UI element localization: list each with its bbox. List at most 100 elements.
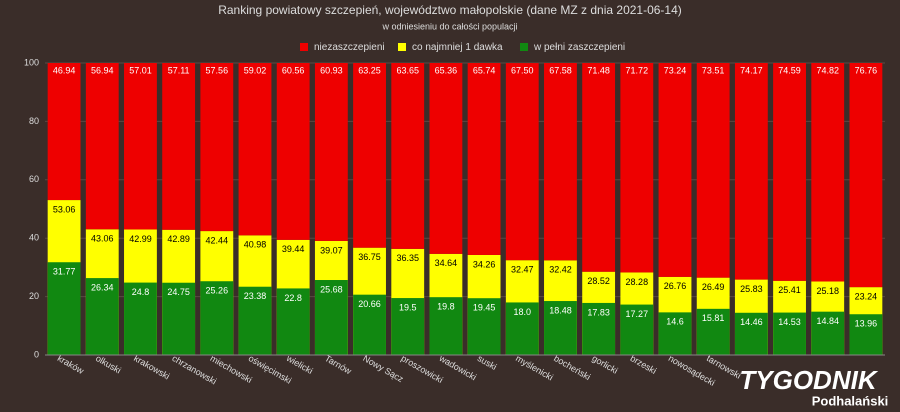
y-tick-label: 0	[34, 349, 39, 359]
bar-segment	[849, 314, 883, 355]
bar-segment	[658, 312, 692, 355]
data-label: 15.81	[702, 313, 725, 323]
data-label: 42.44	[206, 235, 229, 245]
bar-segment	[773, 312, 806, 355]
bar-segment	[505, 63, 539, 261]
bar-segment	[620, 63, 654, 273]
data-label: 39.07	[320, 245, 343, 255]
data-label: 42.89	[167, 234, 190, 244]
bar-segment	[734, 312, 768, 355]
data-label: 25.18	[816, 286, 839, 296]
bar-segment	[391, 63, 425, 249]
data-label: 23.24	[855, 292, 878, 302]
data-label: 36.35	[396, 253, 419, 263]
data-label: 20.66	[358, 299, 381, 309]
legend-swatch	[398, 43, 406, 51]
data-label: 28.28	[626, 277, 649, 287]
bar-segment	[162, 63, 196, 230]
data-label: 26.34	[91, 282, 114, 292]
data-label: 25.41	[778, 285, 801, 295]
data-label: 60.93	[320, 65, 343, 75]
watermark: Podhalański	[812, 393, 889, 408]
data-label: 67.58	[549, 65, 572, 75]
data-label: 25.26	[206, 286, 229, 296]
data-label: 13.96	[855, 319, 878, 329]
data-label: 19.45	[473, 303, 496, 313]
data-label: 57.56	[206, 65, 229, 75]
y-tick-label: 40	[29, 233, 39, 243]
bar-segment	[467, 298, 501, 355]
data-label: 25.68	[320, 284, 343, 294]
data-label: 36.75	[358, 252, 381, 262]
data-label: 74.17	[740, 65, 763, 75]
bar-segment	[314, 280, 348, 355]
data-label: 25.83	[740, 284, 763, 294]
data-label: 14.84	[816, 316, 839, 326]
bar-segment	[544, 301, 577, 355]
data-label: 74.82	[816, 65, 839, 75]
data-label: 34.64	[435, 258, 458, 268]
data-label: 73.51	[702, 65, 725, 75]
bar-segment	[353, 63, 386, 248]
data-label: 17.27	[626, 309, 649, 319]
bar-segment	[85, 278, 119, 355]
bar-segment	[773, 63, 806, 281]
bar-segment	[124, 282, 157, 355]
data-label: 26.49	[702, 282, 725, 292]
data-label: 31.77	[53, 267, 76, 277]
bar-segment	[162, 282, 196, 355]
data-label: 19.5	[399, 302, 417, 312]
bar-segment	[658, 63, 692, 277]
bar-segment	[276, 288, 310, 355]
data-label: 71.72	[626, 65, 649, 75]
bar-segment	[811, 311, 845, 355]
data-label: 14.46	[740, 317, 763, 327]
bar-segment	[582, 63, 616, 272]
chart-subtitle: w odniesieniu do całości populacji	[381, 21, 517, 31]
data-label: 26.76	[664, 281, 687, 291]
legend-label: co najmniej 1 dawka	[412, 42, 503, 53]
bar-segment	[276, 63, 310, 240]
data-label: 63.65	[396, 65, 419, 75]
data-label: 24.75	[167, 287, 190, 297]
data-label: 14.53	[778, 317, 801, 327]
data-label: 60.56	[282, 65, 305, 75]
bar-segment	[505, 302, 539, 355]
legend-swatch	[520, 43, 528, 51]
y-tick-label: 100	[24, 57, 39, 67]
data-label: 18.0	[514, 307, 532, 317]
data-label: 65.36	[435, 65, 458, 75]
data-label: 34.26	[473, 259, 496, 269]
bar-segment	[314, 63, 348, 241]
bar-segment	[124, 63, 157, 230]
data-label: 74.59	[778, 65, 801, 75]
data-label: 24.8	[132, 287, 150, 297]
bar-segment	[544, 63, 577, 261]
data-label: 71.48	[587, 65, 610, 75]
data-label: 32.47	[511, 265, 534, 275]
data-label: 32.42	[549, 265, 572, 275]
data-label: 73.24	[664, 65, 687, 75]
data-label: 40.98	[244, 240, 267, 250]
data-label: 65.74	[473, 65, 496, 75]
bar-segment	[391, 298, 425, 355]
data-label: 19.8	[437, 302, 455, 312]
bar-segment	[582, 302, 616, 355]
data-label: 23.38	[244, 291, 267, 301]
data-label: 57.01	[129, 65, 152, 75]
data-label: 39.44	[282, 244, 305, 254]
bar-segment	[620, 304, 654, 355]
data-label: 56.94	[91, 65, 114, 75]
bar-segment	[353, 294, 386, 355]
legend-label: niezaszczepieni	[314, 42, 385, 53]
bar-segment	[200, 281, 234, 355]
chart-title: Ranking powiatowy szczepień, województwo…	[218, 3, 682, 17]
data-label: 18.48	[549, 305, 572, 315]
data-label: 42.99	[129, 234, 152, 244]
bar-segment	[429, 63, 463, 254]
bar-segment	[734, 63, 768, 280]
data-label: 67.50	[511, 65, 534, 75]
bar-segment	[238, 286, 272, 355]
y-tick-label: 20	[29, 291, 39, 301]
